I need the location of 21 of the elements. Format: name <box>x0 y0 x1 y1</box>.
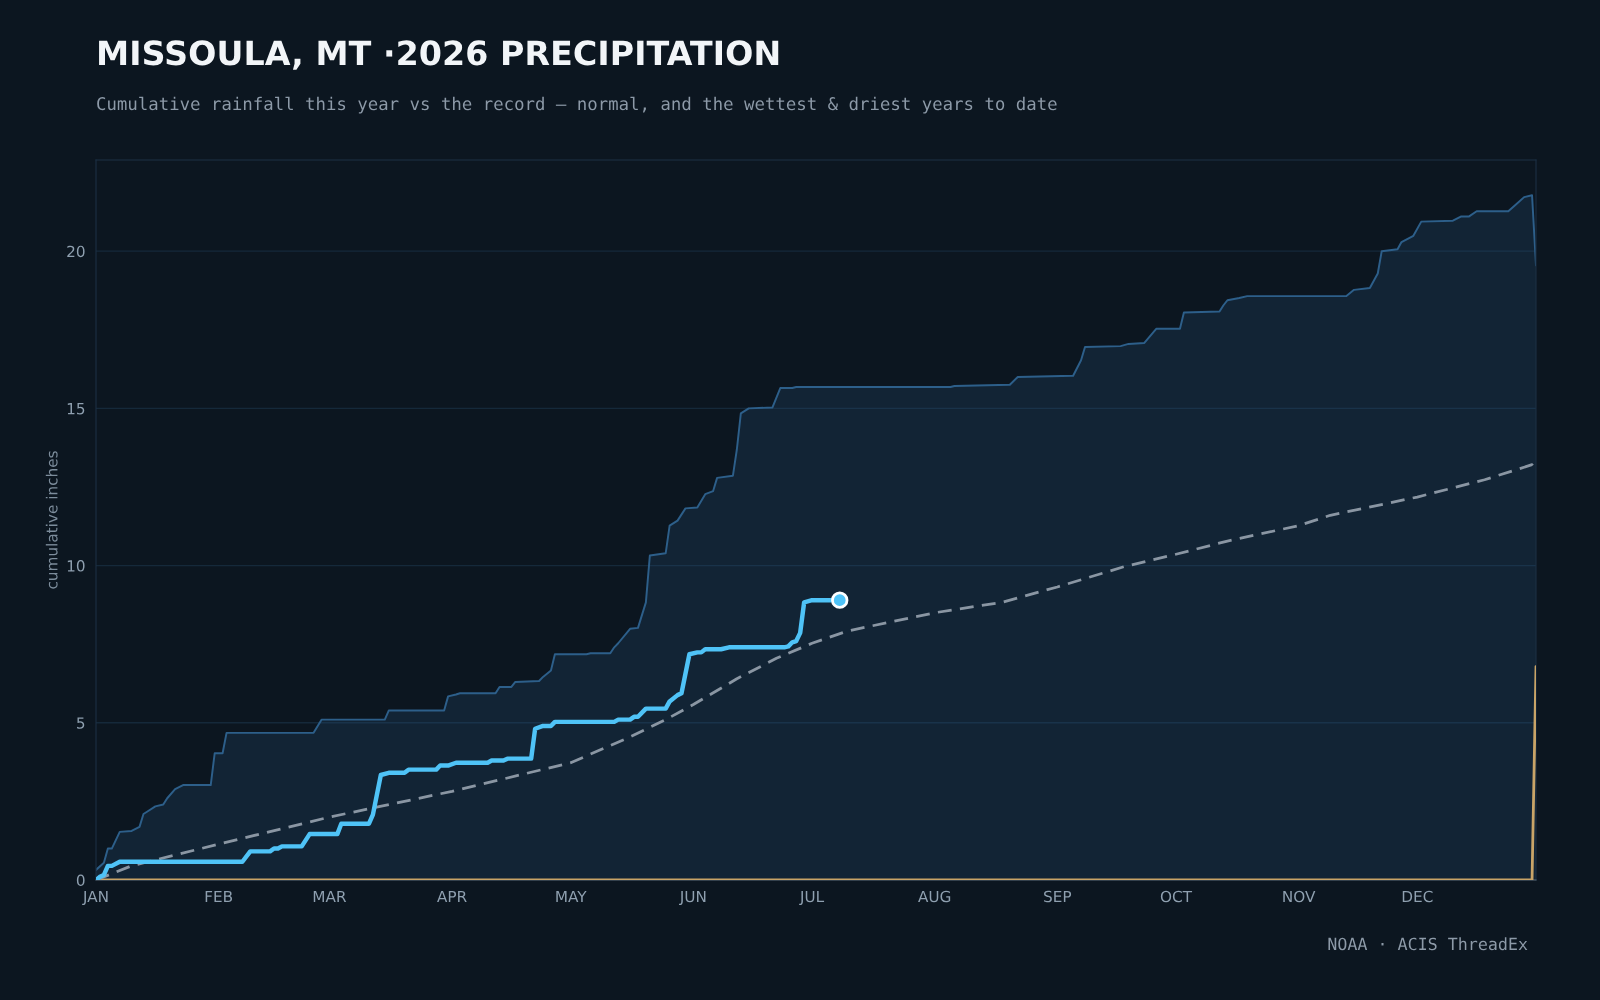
x-tick-label: FEB <box>205 890 233 903</box>
x-tick-label: DEC <box>1402 890 1433 903</box>
y-tick-label: 0 <box>76 874 85 887</box>
x-tick-label: JUN <box>679 890 706 906</box>
y-tick-label: 5 <box>77 717 85 729</box>
chart-subtitle: Cumulative rainfall this year vs the record — normal, and the wettest & driest years to date <box>97 96 1057 114</box>
y-tick-label: 10 <box>67 560 85 572</box>
y-tick-label: 15 <box>67 403 85 415</box>
x-tick-label: JAN <box>82 890 108 906</box>
x-tick-label: NOV <box>1283 890 1316 903</box>
x-tick-label: JUL <box>799 890 825 906</box>
x-tick-label: MAY <box>556 890 587 903</box>
text: NOAA · ACIS ThreadEx <box>1328 937 1528 951</box>
chart-title: MISSOULA, MT ·2026 PRECIPITATION <box>99 40 779 70</box>
y-axis-title: cumulative inches <box>45 451 58 589</box>
x-tick-label: SEP <box>1044 890 1072 903</box>
x-tick-label: OCT <box>1160 890 1193 903</box>
y-tick-label: 20 <box>67 245 85 258</box>
x-tick-label: MAR <box>313 890 347 903</box>
x-tick-label: APR <box>437 890 467 903</box>
x-tick-label: AUG <box>918 890 951 903</box>
